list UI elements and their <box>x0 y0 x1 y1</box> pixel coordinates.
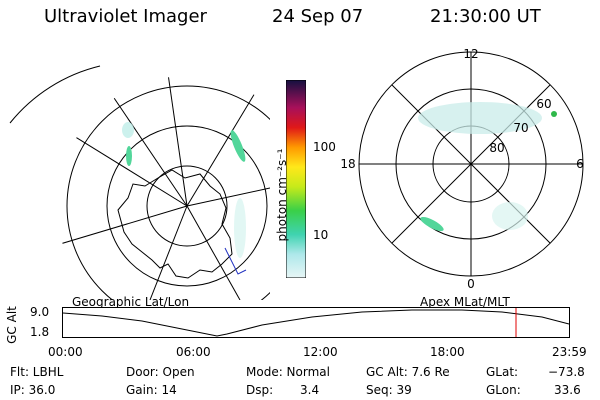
filter-status: Flt: LBHL <box>10 365 64 379</box>
right-caption: Apex MLat/MLT <box>420 295 510 309</box>
meridian-line <box>186 205 241 300</box>
mlat-label: 80 <box>489 141 504 155</box>
mode-status: Mode: Normal <box>246 365 330 379</box>
mlat-label: 70 <box>513 121 528 135</box>
aurora-patch <box>420 216 444 232</box>
meridian-line <box>57 205 188 269</box>
colorbar-tick-label: 100 <box>313 140 336 154</box>
meridian-line <box>149 205 188 300</box>
latitude-circle <box>66 85 270 300</box>
altitude-plot <box>62 307 570 338</box>
polar-mlt-plot: 12 18 6 0 60 70 80 <box>340 47 584 290</box>
geographic-map <box>9 65 270 300</box>
globe-limb <box>9 65 101 124</box>
time-tick: 23:59 <box>552 345 587 359</box>
time-tick: 18:00 <box>430 345 465 359</box>
mlt-label: 0 <box>467 277 475 290</box>
mlt-label: 6 <box>576 157 584 171</box>
colorbar-unit-label: photon cm⁻²s⁻¹ <box>275 148 289 242</box>
gain-status: Gain: 14 <box>126 383 177 397</box>
glon-label: GLon: <box>486 383 521 397</box>
instrument-title: Ultraviolet Imager <box>44 6 207 27</box>
time-tick: 00:00 <box>48 345 83 359</box>
altitude-axis-title: GC Alt <box>5 306 19 344</box>
date-label: 24 Sep 07 <box>272 6 364 27</box>
altitude-curve <box>62 309 570 337</box>
time-tick: 12:00 <box>303 345 338 359</box>
latitude-circle <box>106 125 268 287</box>
colorbar-tick-label: 10 <box>313 228 329 242</box>
aurora-patch <box>234 198 246 258</box>
meridian-line <box>159 76 188 207</box>
terminator-line <box>224 247 247 275</box>
antarctica-outline <box>117 169 233 279</box>
latitude-circle <box>146 165 228 247</box>
glat-label: GLat: <box>486 365 519 379</box>
glat-value: −73.8 <box>548 365 585 379</box>
altitude-tick: 1.8 <box>30 325 50 339</box>
meridian-line <box>186 187 270 207</box>
meridian-line <box>57 77 188 207</box>
meridian-line <box>186 76 270 207</box>
seq-status: Seq: 39 <box>366 383 412 397</box>
gc-alt-status: GC Alt: 7.6 Re <box>366 365 450 379</box>
time-label: 21:30:00 UT <box>430 6 541 27</box>
dsp-label: Dsp: <box>246 383 274 397</box>
mlt-label: 18 <box>340 157 355 171</box>
mlat-label: 60 <box>536 97 551 111</box>
aurora-patch <box>418 102 542 134</box>
meridian-line <box>59 76 188 207</box>
door-status: Door: Open <box>126 365 195 379</box>
time-tick: 06:00 <box>176 345 211 359</box>
aurora-patch <box>492 202 528 230</box>
glon-value: 33.6 <box>554 383 581 397</box>
ip-status: IP: 36.0 <box>10 383 56 397</box>
colorbar <box>286 80 306 278</box>
left-caption: Geographic Lat/Lon <box>72 295 190 309</box>
aurora-patch <box>126 146 132 166</box>
aurora-patch <box>230 130 246 162</box>
dsp-value: 3.4 <box>300 383 320 397</box>
aurora-patch <box>122 122 134 138</box>
aurora-point <box>551 111 557 117</box>
altitude-tick: 9.0 <box>30 305 50 319</box>
mlt-label: 12 <box>463 47 478 61</box>
